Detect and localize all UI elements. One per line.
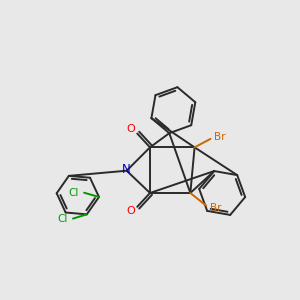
Text: N: N — [122, 163, 131, 176]
Text: O: O — [127, 206, 135, 216]
Text: Cl: Cl — [57, 214, 68, 224]
Text: Cl: Cl — [68, 188, 79, 198]
Text: O: O — [127, 124, 135, 134]
Text: Br: Br — [214, 132, 226, 142]
Text: Br: Br — [210, 203, 222, 213]
